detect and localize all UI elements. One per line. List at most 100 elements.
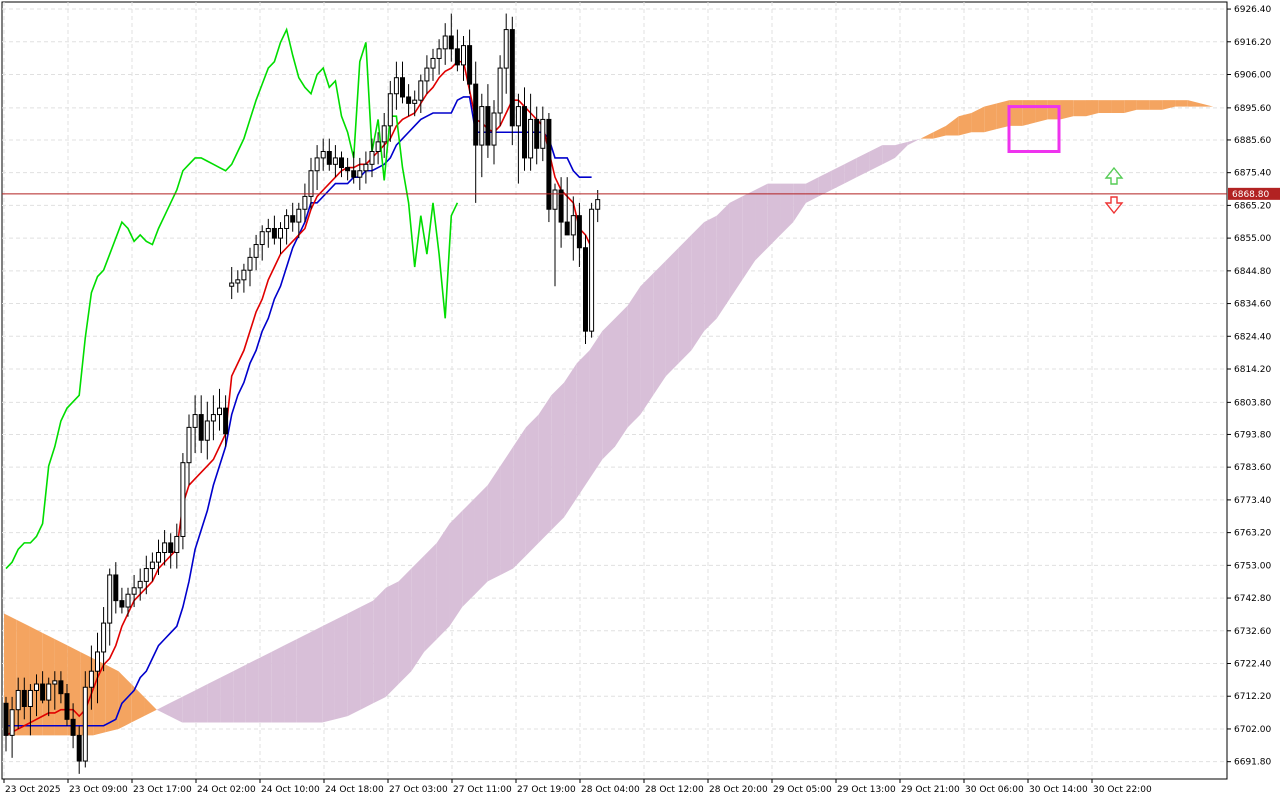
cloud-segment — [436, 523, 450, 640]
candle-body — [186, 426, 192, 464]
y-tick-label: 6834.60 — [1234, 300, 1271, 310]
cloud-segment — [576, 350, 590, 498]
cloud-segment — [958, 113, 972, 136]
candle-body — [345, 167, 351, 172]
grid — [1, 1, 1228, 780]
x-tick-label: 23 Oct 2025 — [5, 785, 61, 795]
candle-body — [332, 157, 338, 165]
x-tick-label: 24 Oct 18:00 — [325, 785, 384, 795]
candle-body — [284, 215, 290, 229]
x-tick-label: 30 Oct 06:00 — [965, 785, 1024, 795]
cloud-segment — [933, 125, 946, 139]
cloud-segment — [347, 607, 361, 717]
candle-body — [247, 256, 253, 271]
candle-body — [320, 150, 326, 159]
y-tick-label: 6722.40 — [1234, 660, 1271, 670]
candle-body — [9, 709, 15, 736]
candle-body — [412, 99, 418, 104]
cloud-segment — [945, 116, 959, 136]
candle-body — [143, 568, 149, 582]
down-arrow-icon — [1104, 196, 1124, 215]
candle-body — [314, 157, 320, 172]
cloud-segment — [309, 626, 323, 723]
cloud-segment — [258, 651, 272, 723]
cloud-segment — [856, 151, 870, 178]
candle-body — [265, 227, 271, 233]
candle-body — [235, 279, 241, 284]
candle-body — [162, 542, 168, 554]
x-tick-label: 27 Oct 19:00 — [517, 785, 576, 795]
cloud-segment — [1162, 100, 1176, 110]
ichimoku-cloud — [4, 100, 1214, 736]
y-tick-label: 6844.80 — [1234, 267, 1271, 277]
cloud-segment — [1187, 100, 1201, 107]
y-tick-label: 6783.60 — [1234, 463, 1271, 473]
current-price-badge — [1228, 187, 1280, 200]
candle-body — [296, 208, 302, 223]
candle-body — [64, 693, 70, 720]
cloud-segment — [131, 684, 145, 723]
candle-body — [34, 683, 39, 691]
cloud-segment — [360, 600, 374, 710]
candle-body — [381, 125, 387, 143]
cloud-segment — [844, 157, 857, 184]
cloud-segment — [398, 568, 412, 685]
cloud-segment — [831, 164, 845, 190]
candle-body — [278, 227, 283, 239]
candle-body — [583, 247, 588, 332]
candle-body — [357, 170, 363, 178]
candle-body — [156, 552, 161, 563]
cloud-segment — [194, 684, 208, 723]
candle-body — [82, 686, 88, 762]
axes: 6926.40 6916.20 6906.00 6895.60 6885.60 6875.… — [3, 5, 1271, 795]
cloud-segment — [767, 183, 781, 248]
candle-body — [229, 282, 235, 287]
candle-body — [448, 35, 454, 50]
candle-body — [326, 150, 332, 165]
cloud-segment — [1136, 100, 1150, 110]
cloud-segment — [640, 273, 654, 415]
cloud-segment — [373, 587, 386, 704]
candle-body — [375, 141, 381, 152]
cloud-segment — [882, 145, 896, 165]
cloud-segment — [296, 632, 310, 723]
candle-body — [302, 195, 308, 210]
x-tick-label: 24 Oct 02:00 — [197, 785, 256, 795]
candle-body — [454, 48, 460, 66]
candle-body — [497, 67, 503, 114]
cloud-segment — [144, 696, 157, 717]
candle-body — [363, 163, 369, 172]
candle-body — [522, 106, 527, 159]
y-tick-label: 6875.40 — [1234, 169, 1271, 179]
cloud-segment — [500, 446, 514, 575]
cloud-segment — [233, 664, 246, 723]
candle-body — [217, 407, 222, 416]
candle-body — [576, 215, 582, 249]
candle-body — [3, 702, 9, 736]
candle-body — [393, 77, 399, 95]
cloud-segment — [220, 671, 234, 723]
candle-body — [509, 29, 515, 127]
cloud-segment — [1073, 100, 1086, 117]
y-tick-label: 6763.20 — [1234, 529, 1271, 539]
candle-body — [76, 734, 82, 762]
cloud-segment — [716, 202, 730, 319]
cloud-segment — [474, 485, 488, 595]
x-tick-label: 23 Oct 09:00 — [69, 785, 128, 795]
cloud-segment — [653, 260, 666, 396]
cloud-segment — [1200, 103, 1214, 107]
candle-body — [119, 600, 125, 608]
cloud-segment — [1009, 100, 1023, 126]
cloud-segment — [1047, 100, 1061, 120]
x-tick-label: 29 Oct 05:00 — [773, 785, 832, 795]
y-tick-label: 6814.20 — [1234, 365, 1271, 375]
cloud-segment — [920, 132, 934, 139]
x-tick-label: 29 Oct 21:00 — [901, 785, 960, 795]
y-tick-label: 6803.80 — [1234, 398, 1271, 408]
cloud-segment — [589, 331, 603, 479]
candle-body — [290, 215, 296, 223]
cloud-segment — [793, 183, 806, 223]
cloud-segment — [29, 626, 43, 736]
candle-body — [204, 420, 210, 441]
